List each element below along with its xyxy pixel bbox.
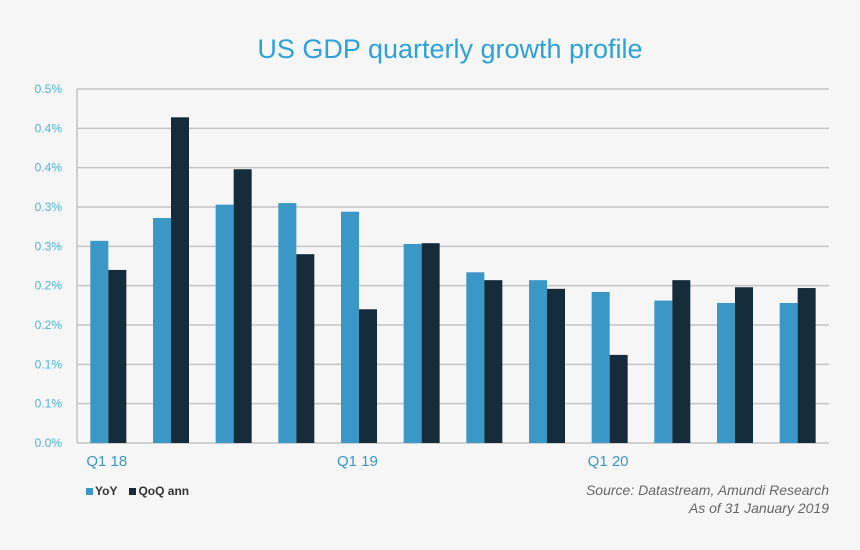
bar-yoy — [153, 218, 171, 443]
bar-qoq-ann — [609, 354, 628, 443]
bar-yoy — [341, 211, 359, 443]
bar-yoy — [717, 302, 735, 443]
bar-qoq-ann — [108, 269, 127, 443]
bar-qoq-ann — [797, 288, 816, 443]
bar-qoq-ann — [421, 243, 440, 443]
bar-qoq-ann — [171, 117, 189, 443]
bar-yoy — [591, 291, 610, 443]
legend-item-qoq: QoQ ann — [129, 484, 189, 498]
y-tick-label: 0.4% — [35, 121, 63, 135]
y-tick-label: 0.2% — [35, 318, 63, 332]
y-tick-label: 0.3% — [35, 200, 63, 214]
legend-item-yoy: YoY — [86, 484, 117, 498]
chart-title: US GDP quarterly growth profile — [257, 34, 643, 64]
y-tick-label: 0.0% — [35, 436, 63, 450]
date-note: As of 31 January 2019 — [688, 500, 829, 516]
bar-qoq-ann — [735, 287, 753, 443]
bar-yoy — [779, 302, 798, 443]
bar-yoy — [278, 203, 297, 443]
y-tick-label: 0.1% — [35, 397, 63, 411]
source-text: Source: Datastream, Amundi Research — [585, 482, 829, 498]
bar-qoq-ann — [547, 288, 565, 443]
x-tick-label: Q1 18 — [86, 453, 127, 470]
bar-qoq-ann — [484, 280, 503, 443]
bar-qoq-ann — [359, 309, 377, 443]
y-tick-label: 0.4% — [35, 161, 63, 175]
source-note: Source: Datastream, Amundi Research As o… — [586, 481, 829, 517]
legend-swatch-qoq — [129, 488, 137, 495]
legend-swatch-yoy — [86, 488, 93, 495]
y-tick-label: 0.5% — [35, 82, 63, 96]
bar-yoy — [403, 243, 422, 443]
bar-yoy — [215, 204, 234, 443]
legend-label-yoy: YoY — [95, 484, 118, 498]
bar-yoy — [466, 272, 485, 443]
bar-yoy — [90, 240, 109, 443]
x-tick-label: Q1 19 — [337, 453, 378, 470]
y-tick-label: 0.3% — [35, 239, 63, 253]
y-tick-label: 0.2% — [35, 279, 63, 293]
bar-qoq-ann — [233, 169, 252, 444]
legend-label-qoq: QoQ ann — [138, 484, 190, 498]
bar-qoq-ann — [296, 254, 315, 443]
x-tick-label: Q1 20 — [588, 453, 629, 470]
bar-qoq-ann — [672, 280, 691, 443]
legend: YoY QoQ ann — [86, 484, 189, 498]
bar-yoy — [529, 280, 547, 443]
y-tick-label: 0.1% — [35, 357, 63, 371]
bar-yoy — [654, 300, 673, 443]
